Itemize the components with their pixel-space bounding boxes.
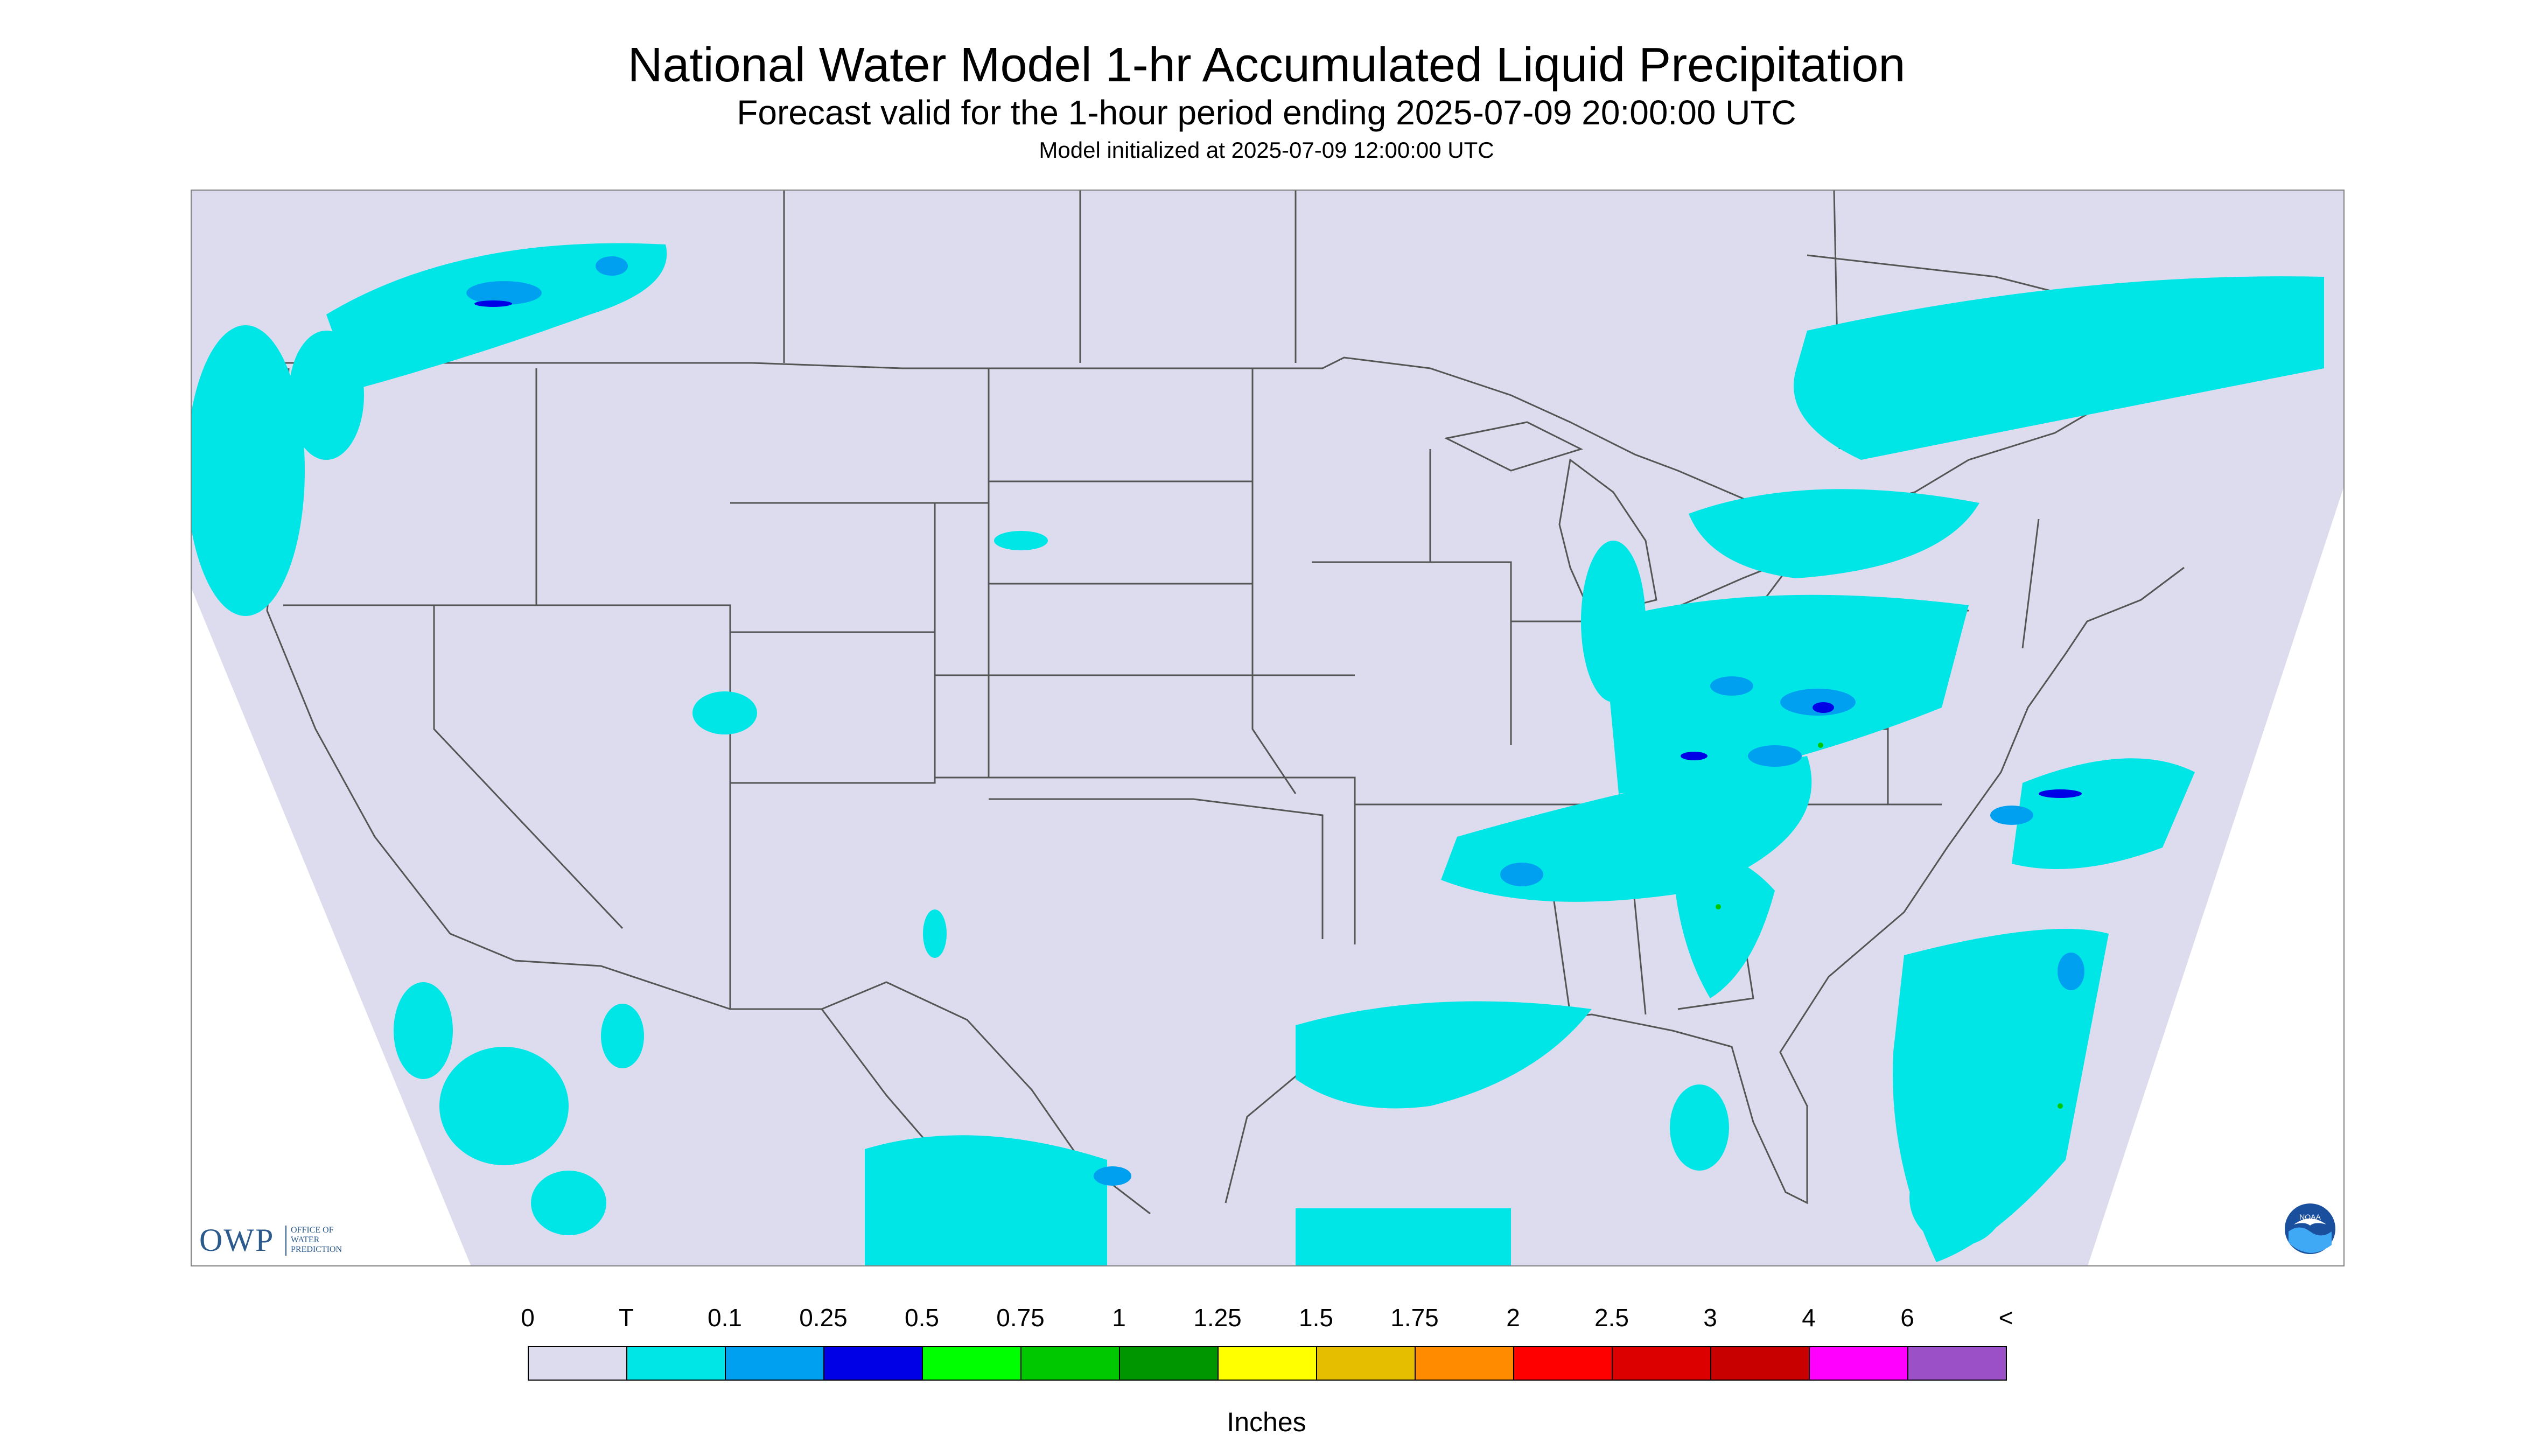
owp-logo-text: OWP	[199, 1222, 275, 1258]
precip-trace-areas	[192, 243, 2324, 1265]
legend-color-box	[1513, 1346, 1613, 1381]
legend-label: 3	[1703, 1304, 1717, 1332]
legend-label: 6	[1900, 1304, 1914, 1332]
legend-color-box	[1119, 1346, 1219, 1381]
precipitation-legend	[528, 1346, 2007, 1389]
model-init-time: Model initialized at 2025-07-09 12:00:00…	[1039, 137, 1494, 163]
map-title: National Water Model 1-hr Accumulated Li…	[627, 38, 1906, 92]
legend-color-box	[1415, 1346, 1514, 1381]
legend-units: Inches	[1227, 1407, 1306, 1437]
legend-color-box	[922, 1346, 1021, 1381]
legend-label: 0.5	[905, 1304, 939, 1332]
legend-label: 1.25	[1193, 1304, 1242, 1332]
legend-label: 2	[1506, 1304, 1520, 1332]
precip-moderate-areas	[474, 300, 2082, 798]
legend-color-box	[1710, 1346, 1810, 1381]
owp-logo-divider	[285, 1226, 286, 1256]
precipitation-map	[191, 190, 2345, 1266]
legend-color-box	[1316, 1346, 1416, 1381]
noaa-emblem-icon: NOAA	[2283, 1202, 2337, 1256]
legend-label: 1.75	[1390, 1304, 1439, 1332]
precip-heavy-areas	[1716, 743, 2063, 1109]
owp-logo-subtext: OFFICE OF WATER PREDICTION	[291, 1226, 342, 1254]
legend-label: <	[1998, 1304, 2013, 1332]
legend-color-box	[1907, 1346, 2007, 1381]
map-canvas	[192, 191, 2343, 1265]
precip-light-areas	[466, 256, 2084, 1186]
legend-label: 4	[1802, 1304, 1816, 1332]
legend-color-box	[1020, 1346, 1120, 1381]
legend-label: T	[618, 1304, 634, 1332]
legend-color-box	[1217, 1346, 1317, 1381]
legend-label: 0.75	[996, 1304, 1045, 1332]
legend-label: 0.1	[708, 1304, 742, 1332]
noaa-logo-text: NOAA	[2299, 1213, 2321, 1221]
legend-color-box	[626, 1346, 726, 1381]
map-subtitle: Forecast valid for the 1-hour period end…	[737, 93, 1796, 132]
legend-label: 0	[521, 1304, 535, 1332]
legend-color-box	[1809, 1346, 1908, 1381]
legend-color-box	[725, 1346, 824, 1381]
legend-label: 1.5	[1299, 1304, 1333, 1332]
legend-color-box	[1612, 1346, 1711, 1381]
legend-color-box	[528, 1346, 627, 1381]
legend-color-box	[823, 1346, 923, 1381]
legend-label: 0.25	[799, 1304, 848, 1332]
legend-label: 1	[1112, 1304, 1126, 1332]
legend-label: 2.5	[1594, 1304, 1629, 1332]
owp-logo: OWP OFFICE OF WATER PREDICTION	[199, 1221, 377, 1259]
